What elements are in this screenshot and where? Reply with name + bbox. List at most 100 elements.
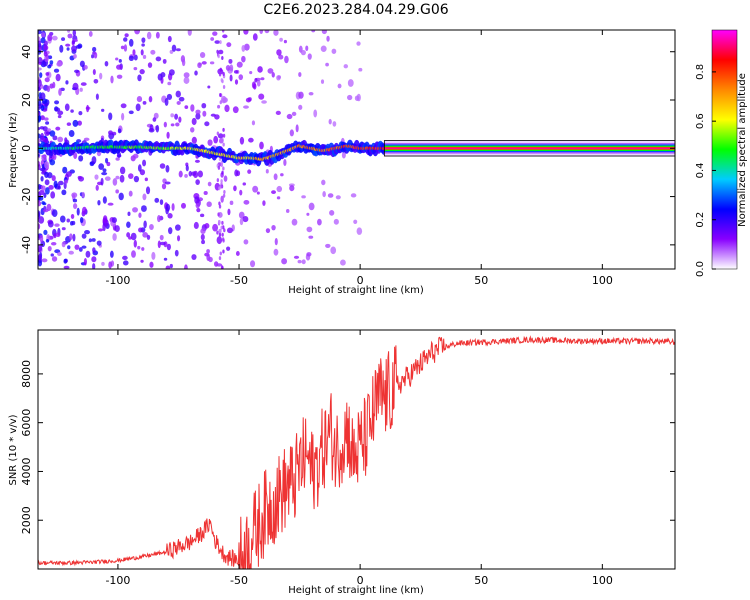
spectral-speckle — [70, 214, 75, 219]
spectral-speckle — [133, 54, 138, 61]
spectral-speckle — [132, 207, 138, 213]
spectral-speckle — [184, 105, 189, 109]
spectral-speckle — [57, 185, 61, 190]
spectral-speckle — [39, 72, 43, 78]
y-tick-label: 2000 — [20, 506, 33, 534]
spectral-speckle — [216, 230, 219, 235]
spectral-speckle — [72, 233, 76, 242]
spectral-speckle — [256, 191, 260, 195]
spectral-speckle — [81, 245, 87, 249]
spectral-speckle — [115, 157, 120, 161]
spectral-speckle — [104, 176, 111, 181]
spectral-speckle — [58, 88, 62, 96]
spectral-speckle — [44, 102, 49, 107]
spectral-speckle — [105, 157, 109, 164]
spectral-speckle — [220, 265, 224, 269]
spectral-speckle — [354, 95, 360, 101]
spectral-speckle — [298, 104, 303, 110]
x-tick-label: -100 — [105, 274, 130, 287]
spectral-speckle — [321, 179, 326, 186]
spectral-speckle — [289, 129, 294, 137]
spectral-speckle — [91, 54, 95, 59]
spectral-speckle — [261, 100, 267, 104]
spectral-speckle — [264, 30, 270, 34]
spectral-speckle — [275, 110, 281, 116]
spectral-speckle — [233, 185, 237, 192]
spectral-speckle — [234, 79, 239, 85]
spectral-speckle — [227, 208, 231, 216]
spectral-speckle — [242, 216, 249, 223]
spectral-speckle — [306, 226, 313, 233]
spectral-speckle — [229, 64, 234, 72]
spectral-speckle — [226, 227, 233, 234]
spectral-speckle — [43, 45, 49, 51]
spectral-speckle — [337, 83, 342, 89]
spectral-speckle — [191, 254, 197, 260]
stable-band-outline — [383, 140, 675, 157]
spectral-speckle — [187, 30, 192, 36]
spectral-speckle — [84, 229, 91, 235]
spectral-speckle — [167, 81, 172, 86]
spectral-speckle — [223, 189, 226, 194]
spectral-speckle — [243, 30, 249, 35]
spectral-speckle — [308, 235, 314, 239]
spectral-speckle — [286, 113, 293, 120]
spectral-speckle — [217, 54, 220, 59]
spectral-speckle — [221, 232, 224, 237]
spectral-speckle — [167, 213, 173, 219]
spectral-speckle — [38, 43, 42, 48]
spectral-speckle — [245, 97, 252, 103]
spectral-speckle — [123, 44, 128, 52]
spectral-speckle — [74, 69, 80, 74]
spectral-speckle — [219, 40, 222, 45]
spectral-speckle — [214, 40, 221, 44]
spectral-speckle — [204, 223, 210, 229]
spectral-speckle — [126, 221, 131, 228]
spectral-speckle — [210, 37, 215, 41]
spectrogram-xlabel: Height of straight line (km) — [288, 285, 424, 296]
spectral-speckle — [52, 135, 58, 141]
spectral-speckle — [38, 114, 42, 122]
spectral-speckle — [306, 252, 312, 257]
spectral-speckle — [149, 124, 154, 132]
spectral-speckle — [328, 118, 332, 125]
spectral-speckle — [343, 64, 349, 69]
spectral-speckle — [159, 234, 164, 241]
spectral-speckle — [116, 74, 123, 79]
spectral-speckle — [130, 232, 137, 241]
spectral-speckle — [38, 189, 45, 196]
spectral-speckle — [176, 101, 181, 105]
spectral-speckle — [159, 199, 164, 206]
x-tick-label: 100 — [592, 274, 613, 287]
spectral-speckle — [201, 239, 206, 245]
spectral-speckle — [83, 65, 88, 70]
spectral-speckle — [146, 31, 152, 40]
spectral-speckle — [118, 192, 124, 201]
colorbar-label: Normalized spectral amplitude — [737, 73, 748, 227]
spectral-speckle — [43, 229, 48, 235]
y-tick-label: -20 — [20, 188, 33, 206]
spectral-speckle — [38, 57, 43, 64]
spectral-speckle — [112, 178, 118, 186]
x-tick-label: 100 — [592, 574, 613, 587]
spectral-speckle — [120, 103, 127, 109]
x-tick-label: 0 — [357, 574, 364, 587]
spectral-speckle — [51, 35, 58, 41]
spectral-speckle — [226, 42, 232, 48]
spectral-speckle — [222, 133, 226, 138]
spectral-speckle — [57, 115, 62, 119]
spectral-speckle — [150, 49, 156, 55]
spectral-speckle — [167, 35, 172, 43]
spectral-speckle — [234, 169, 239, 177]
spectral-speckle — [174, 113, 179, 120]
spectral-speckle — [145, 186, 151, 195]
spectral-speckle — [138, 227, 143, 233]
spectral-speckle — [78, 247, 83, 252]
spectral-speckle — [44, 77, 50, 83]
spectral-speckle — [291, 218, 298, 226]
spectral-speckle — [301, 195, 306, 199]
spectral-speckle — [102, 215, 108, 224]
spectral-speckle — [216, 178, 220, 183]
spectral-speckle — [170, 123, 175, 127]
spectral-speckle — [180, 202, 186, 209]
